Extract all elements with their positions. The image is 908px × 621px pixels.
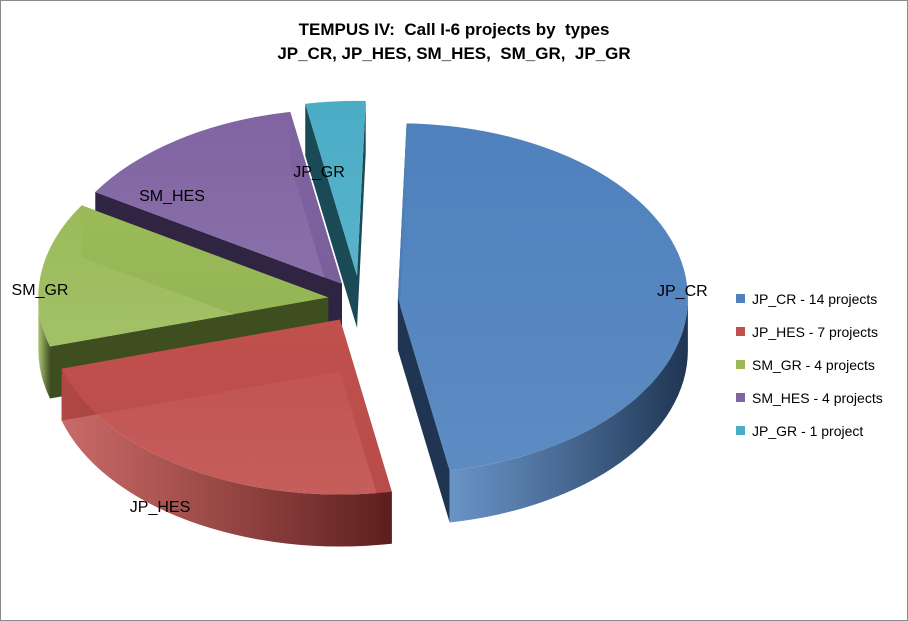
slice-label-sm-gr: SM_GR [12,282,69,299]
legend-label-sm-hes: SM_HES - 4 projects [752,389,883,406]
pie-slice-top-jp-gr [305,100,366,276]
pie-slice-jp-hes [61,319,392,547]
slice-label-jp-gr: JP_GR [293,164,345,181]
chart-title-line-1: TEMPUS IV: Call I-6 projects by types [298,20,610,39]
legend-label-jp-gr: JP_GR - 1 project [752,422,864,439]
pie-slice-top-jp-hes [61,319,392,495]
legend-swatch-jp-hes [736,327,745,336]
legend-label-sm-gr: SM_GR - 4 projects [752,356,875,373]
legend-label-jp-cr: JP_CR - 14 projects [752,290,878,307]
chart-title: TEMPUS IV: Call I-6 projects by types JP… [0,18,908,66]
chart-legend: JP_CR - 14 projects JP_HES - 7 projects … [736,282,883,447]
slice-label-jp-cr: JP_CR [657,283,708,300]
legend-item-jp-cr: JP_CR - 14 projects [736,282,883,315]
pie-slice-rim-jp-hes [61,368,392,547]
pie-slice-jp-gr [305,100,366,328]
pie-slice-top-jp-cr [397,123,688,471]
pie-slice-rim-sm-gr [38,297,50,399]
pie-slice-side-a-jp-gr [305,103,358,328]
slice-label-jp-hes: JP_HES [130,499,190,516]
pie-slice-top-sm-hes [95,111,342,285]
legend-swatch-sm-hes [736,393,745,402]
legend-item-sm-gr: SM_GR - 4 projects [736,348,883,381]
legend-item-jp-hes: JP_HES - 7 projects [736,315,883,348]
pie-slice-rim-jp-cr [449,298,688,523]
legend-item-sm-hes: SM_HES - 4 projects [736,381,883,414]
chart-title-line-2: JP_CR, JP_HES, SM_HES, SM_GR, JP_GR [277,44,631,63]
legend-swatch-sm-gr [736,360,745,369]
pie-slice-jp-cr [397,123,688,523]
pie-slice-side-b-jp-gr [357,101,366,328]
legend-label-jp-hes: JP_HES - 7 projects [752,323,879,340]
pie-slice-top-sm-gr [38,205,329,347]
pie-slice-side-b-jp-cr [397,298,450,523]
legend-item-jp-gr: JP_GR - 1 project [736,414,883,447]
legend-swatch-jp-gr [736,426,745,435]
legend-swatch-jp-cr [736,294,745,303]
slice-label-sm-hes: SM_HES [139,188,205,205]
